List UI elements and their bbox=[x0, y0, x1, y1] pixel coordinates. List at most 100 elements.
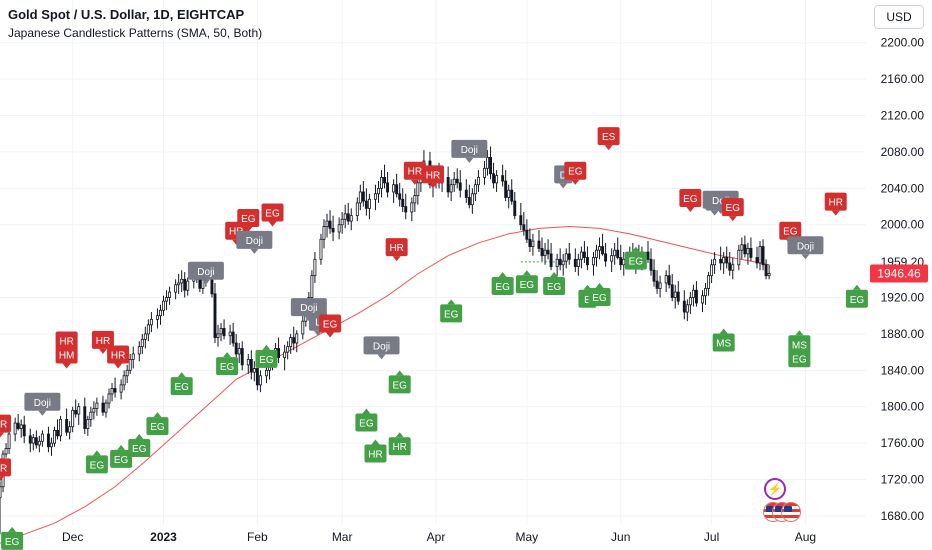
pattern-label-text: Doji bbox=[246, 236, 263, 247]
candle bbox=[252, 368, 256, 373]
pattern-label-pointer bbox=[8, 526, 17, 532]
indicator-legend[interactable]: Japanese Candlestick Patterns (SMA, 50, … bbox=[8, 26, 263, 40]
candle bbox=[89, 411, 93, 420]
pattern-label-text: EG bbox=[259, 355, 274, 366]
candle bbox=[13, 422, 17, 435]
pattern-label: MS EG bbox=[788, 330, 811, 368]
pattern-label-pointer bbox=[262, 344, 271, 350]
chart-title: Gold Spot / U.S. Dollar, 1D, EIGHTCAP bbox=[8, 7, 245, 22]
candle bbox=[555, 258, 559, 267]
candle bbox=[37, 440, 41, 446]
candle bbox=[761, 246, 765, 266]
candle bbox=[755, 257, 759, 264]
pattern-label-box bbox=[91, 330, 114, 349]
candle bbox=[143, 333, 147, 340]
candle bbox=[582, 251, 586, 258]
candle bbox=[213, 293, 217, 338]
candle bbox=[131, 353, 135, 360]
candle bbox=[310, 275, 314, 298]
candle bbox=[255, 368, 259, 386]
pattern-label-pointer bbox=[92, 450, 101, 456]
pattern-label: HR bbox=[824, 192, 847, 216]
candle bbox=[216, 333, 220, 338]
candle bbox=[682, 300, 686, 313]
pattern-label: EG bbox=[237, 209, 260, 233]
y-tick-label: 1760.00 bbox=[881, 436, 925, 450]
y-tick-label: 1920.00 bbox=[881, 291, 925, 305]
lightning-icon[interactable]: ⚡ bbox=[764, 478, 786, 500]
candle bbox=[519, 215, 523, 226]
pattern-label-pointer bbox=[429, 183, 437, 189]
candle bbox=[507, 189, 511, 198]
candle bbox=[452, 178, 456, 186]
candle bbox=[531, 240, 535, 247]
pattern-label-pointer bbox=[223, 352, 232, 358]
pattern-label-pointer bbox=[371, 439, 380, 445]
pattern-label: Doji bbox=[363, 336, 400, 360]
pattern-label-text: HR bbox=[368, 449, 382, 460]
y-tick-label: 1800.00 bbox=[881, 400, 925, 414]
pattern-label-text: EG bbox=[592, 293, 607, 304]
candle bbox=[392, 184, 396, 193]
pattern-label-box bbox=[146, 417, 169, 436]
pattern-label-pointer bbox=[719, 328, 728, 334]
pattern-label-pointer bbox=[153, 412, 162, 418]
candle bbox=[616, 249, 620, 258]
candle bbox=[361, 191, 365, 202]
candle bbox=[86, 419, 90, 429]
pattern-label-box bbox=[491, 277, 514, 296]
pattern-label-box bbox=[364, 444, 387, 463]
pattern-label-pointer bbox=[62, 363, 71, 369]
y-tick-label: 1880.00 bbox=[881, 327, 925, 341]
candle bbox=[691, 289, 695, 298]
candle bbox=[610, 255, 614, 262]
pattern-label-box bbox=[385, 238, 408, 257]
pattern-label-text: EG bbox=[323, 320, 338, 331]
currency-button[interactable]: USD bbox=[874, 5, 924, 29]
pattern-label-box bbox=[440, 304, 463, 323]
candle bbox=[649, 258, 653, 271]
pattern-label-text: EG bbox=[265, 209, 280, 220]
candle bbox=[513, 200, 517, 217]
pattern-label-box bbox=[712, 333, 735, 352]
candle bbox=[374, 193, 377, 200]
candle bbox=[458, 182, 462, 191]
pattern-label-text: Doji bbox=[34, 398, 51, 409]
candle bbox=[664, 275, 668, 284]
candle bbox=[537, 240, 541, 249]
pattern-label: EG bbox=[170, 372, 193, 396]
pattern-label-text: HR bbox=[392, 442, 406, 453]
pattern-label-text: EG bbox=[359, 419, 374, 430]
pattern-label-box bbox=[624, 251, 647, 270]
candle bbox=[149, 318, 153, 326]
pattern-label-pointer bbox=[0, 476, 4, 482]
pattern-label: EG bbox=[679, 188, 702, 212]
pattern-label-text: HM bbox=[59, 350, 75, 361]
us-flag-icon[interactable] bbox=[781, 502, 801, 522]
pattern-label-text: E bbox=[584, 295, 591, 306]
candle bbox=[413, 195, 417, 204]
pattern-label-text: EG bbox=[444, 309, 459, 320]
x-tick-label: Dec bbox=[62, 530, 83, 544]
pattern-label-box bbox=[187, 261, 224, 280]
candle bbox=[395, 184, 399, 195]
pattern-label: HR bbox=[388, 432, 411, 456]
pattern-label: EG bbox=[564, 161, 587, 185]
pattern-label: MS bbox=[712, 328, 735, 352]
candle bbox=[728, 262, 732, 271]
pattern-label-text: Doji bbox=[197, 267, 214, 278]
candle bbox=[246, 358, 250, 366]
candle bbox=[40, 433, 44, 442]
pattern-label-pointer bbox=[831, 210, 840, 216]
candle bbox=[0, 486, 2, 499]
candle bbox=[7, 433, 11, 449]
candle bbox=[619, 257, 623, 266]
pattern-label-text: HR bbox=[111, 350, 125, 361]
x-tick-label: Jun bbox=[611, 530, 630, 544]
pattern-label-box bbox=[679, 188, 702, 207]
pattern-label: EG bbox=[216, 352, 239, 376]
pattern-label-pointer bbox=[395, 370, 404, 376]
pattern-label-text: EG bbox=[241, 214, 256, 225]
candle bbox=[510, 189, 514, 202]
